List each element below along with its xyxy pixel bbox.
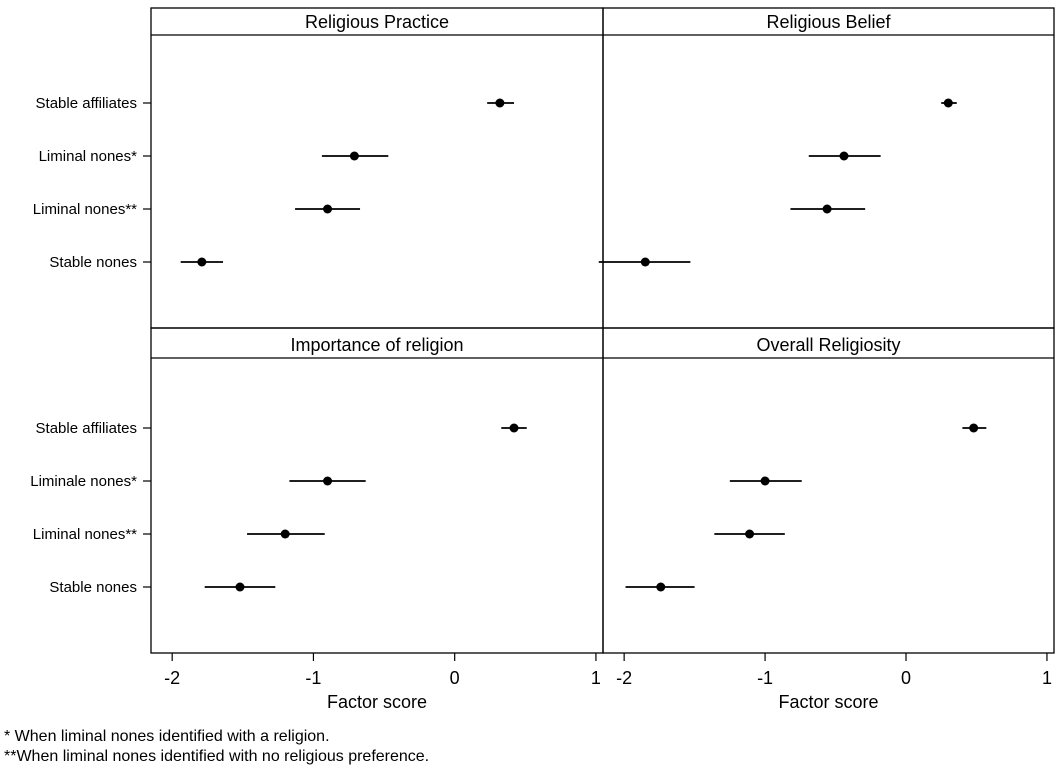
point-estimate xyxy=(745,529,755,539)
category-label-stable-affiliates: Stable affiliates xyxy=(36,420,137,437)
point-estimate xyxy=(235,582,245,592)
x-axis-label: Factor score xyxy=(327,692,427,712)
panel-frame-importance-of-religion xyxy=(150,327,604,654)
panel-frame-overall-religiosity xyxy=(602,327,1055,654)
category-label-stable-affiliates: Stable affiliates xyxy=(36,95,137,112)
point-estimate xyxy=(349,151,359,161)
point-estimate xyxy=(197,257,207,267)
panel-frame-religious-practice xyxy=(150,7,604,329)
x-tick-label: 1 xyxy=(591,668,601,688)
point-estimate xyxy=(323,476,333,486)
x-tick-label: 0 xyxy=(901,668,911,688)
x-tick-label: 0 xyxy=(450,668,460,688)
category-label-liminal-nones: Liminal nones* xyxy=(39,148,138,165)
panel-frame-religious-belief xyxy=(602,7,1055,329)
panel-title-religious-practice: Religious Practice xyxy=(305,12,449,32)
point-estimate xyxy=(280,529,290,539)
category-label-stable-nones: Stable nones xyxy=(49,579,137,596)
point-estimate xyxy=(656,582,666,592)
point-estimate xyxy=(509,423,519,433)
point-estimate xyxy=(822,204,832,214)
point-estimate xyxy=(495,98,505,108)
footnotes: * When liminal nones identified with a r… xyxy=(4,727,429,767)
panel-title-overall-religiosity: Overall Religiosity xyxy=(756,335,900,355)
x-tick-label: -2 xyxy=(164,668,180,688)
panel-title-importance-of-religion: Importance of religion xyxy=(290,335,463,355)
category-label-liminale-nones: Liminale nones* xyxy=(30,473,137,490)
point-estimate xyxy=(323,204,333,214)
point-estimate xyxy=(943,98,953,108)
x-axis-label: Factor score xyxy=(778,692,878,712)
category-label-liminal-nones: Liminal nones** xyxy=(33,201,137,218)
footnote-no-preference: **When liminal nones identified with no … xyxy=(4,748,430,765)
x-tick-label: 1 xyxy=(1042,668,1052,688)
panel-title-religious-belief: Religious Belief xyxy=(766,12,891,32)
point-estimate xyxy=(640,257,650,267)
x-tick-label: -1 xyxy=(757,668,773,688)
point-estimate xyxy=(760,476,770,486)
category-label-liminal-nones: Liminal nones** xyxy=(33,526,137,543)
point-estimate xyxy=(839,151,849,161)
x-tick-label: -1 xyxy=(305,668,321,688)
point-estimate xyxy=(969,423,979,433)
x-tick-label: -2 xyxy=(616,668,632,688)
category-label-stable-nones: Stable nones xyxy=(49,254,137,271)
footnote-religion: * When liminal nones identified with a r… xyxy=(4,728,330,745)
